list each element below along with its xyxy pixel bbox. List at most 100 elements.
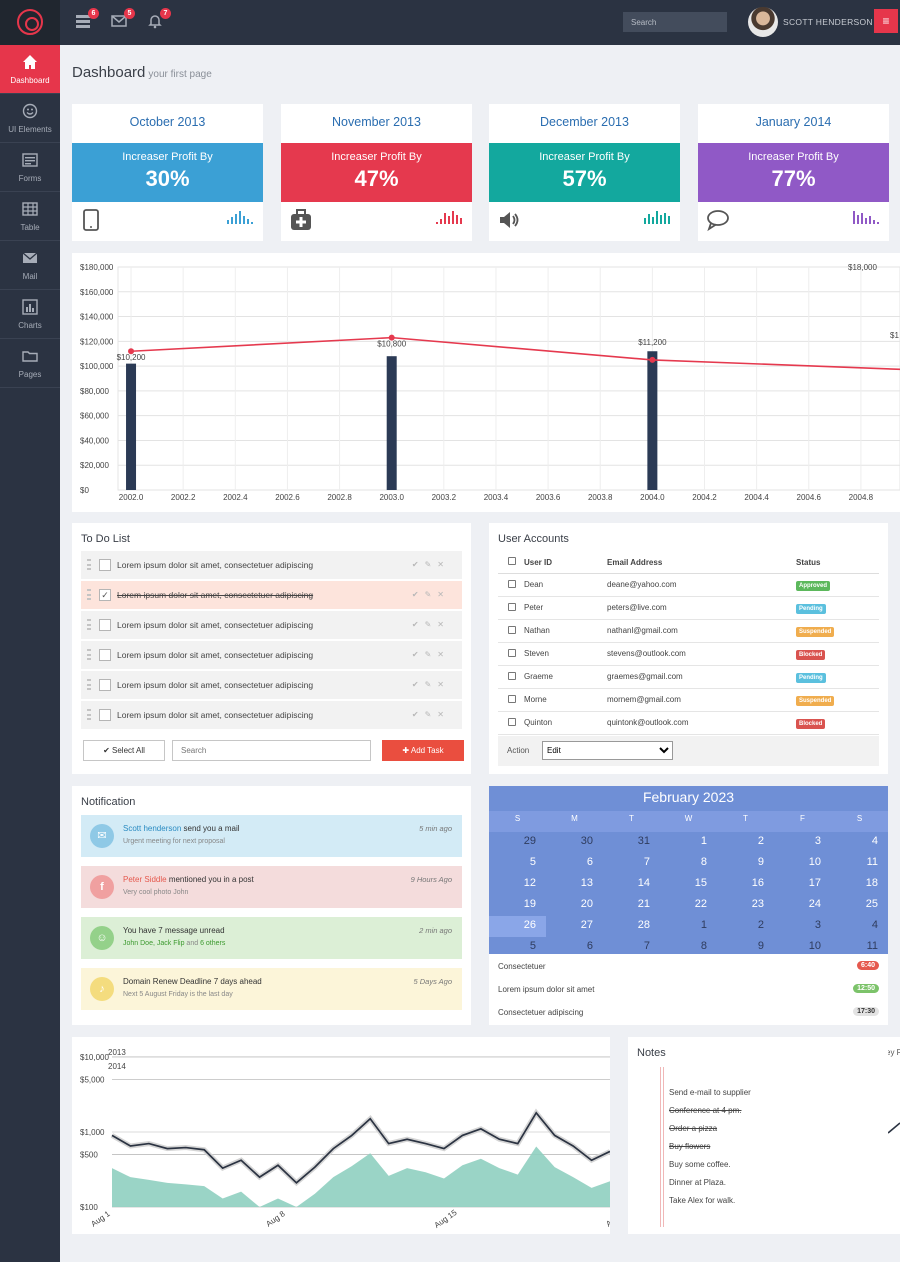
sidebar-item-dashboard[interactable]: Dashboard	[0, 45, 60, 94]
note-item[interactable]: Buy flowers	[669, 1142, 711, 1151]
sidebar-item-pages[interactable]: Pages	[0, 339, 60, 388]
drag-handle-icon[interactable]	[87, 679, 91, 690]
check-icon[interactable]: ✔	[411, 560, 425, 569]
close-icon[interactable]: ✕	[437, 560, 450, 569]
notification-item[interactable]: ☺ You have 7 message unread John Doe, Jack…	[81, 917, 462, 959]
pencil-icon[interactable]: ✎	[424, 650, 438, 659]
close-icon[interactable]: ✕	[437, 650, 450, 659]
calendar-day[interactable]: 30	[580, 835, 593, 847]
calendar-day[interactable]: 4	[871, 835, 878, 847]
calendar-day[interactable]: 24	[808, 898, 821, 910]
todo-checkbox[interactable]	[99, 619, 111, 631]
calendar-day[interactable]: 31	[637, 835, 650, 847]
note-item[interactable]: Order a pizza	[669, 1124, 718, 1133]
row-checkbox[interactable]	[508, 602, 516, 611]
calendar-day[interactable]: 1	[700, 835, 707, 847]
todo-item[interactable]: Lorem ipsum dolor sit amet, consectetuer…	[81, 701, 462, 729]
note-item[interactable]: Buy some coffee.	[669, 1160, 731, 1169]
event-item[interactable]: Consectetuer adipiscing 17:30	[498, 1007, 879, 1017]
check-icon[interactable]: ✔	[411, 650, 425, 659]
todo-search-input[interactable]	[172, 740, 371, 761]
check-icon[interactable]: ✔	[411, 680, 425, 689]
calendar-day[interactable]: 10	[808, 940, 821, 952]
check-icon[interactable]: ✔	[411, 590, 425, 599]
drag-handle-icon[interactable]	[87, 619, 91, 630]
calendar-day[interactable]: 26	[489, 916, 546, 937]
pencil-icon[interactable]: ✎	[424, 590, 438, 599]
row-checkbox[interactable]	[508, 717, 516, 726]
calendar-day[interactable]: 21	[637, 898, 650, 910]
row-checkbox[interactable]	[508, 648, 516, 657]
todo-checkbox[interactable]	[99, 649, 111, 661]
calendar-day[interactable]: 9	[757, 856, 764, 868]
row-checkbox[interactable]	[508, 694, 516, 703]
calendar-day[interactable]: 25	[865, 898, 878, 910]
mail-icon[interactable]: 5	[111, 8, 135, 33]
bell-icon[interactable]: 7	[147, 8, 171, 33]
line-point[interactable]	[649, 356, 656, 363]
pencil-icon[interactable]: ✎	[424, 560, 438, 569]
drag-handle-icon[interactable]	[87, 559, 91, 570]
pencil-icon[interactable]: ✎	[424, 680, 438, 689]
calendar-day[interactable]: 4	[871, 919, 878, 931]
todo-checkbox[interactable]: ✓	[99, 589, 111, 601]
calendar-day[interactable]: 11	[866, 856, 878, 868]
calendar-day[interactable]: 2	[757, 835, 764, 847]
calendar-day[interactable]: 8	[700, 940, 707, 952]
select-all-button[interactable]: ✔ Select All	[83, 740, 165, 761]
notification-item[interactable]: f Peter Siddle mentioned you in a post Ver…	[81, 866, 462, 908]
pencil-icon[interactable]: ✎	[424, 710, 438, 719]
calendar-day[interactable]: 18	[865, 877, 878, 889]
calendar-day[interactable]: 3	[814, 835, 821, 847]
drag-handle-icon[interactable]	[87, 649, 91, 660]
note-item[interactable]: Conference at 4 pm.	[669, 1106, 742, 1115]
calendar-day[interactable]: 7	[643, 856, 650, 868]
event-item[interactable]: Lorem ipsum dolor sit amet 12:50	[498, 984, 879, 994]
notification-link[interactable]: 6 others	[200, 940, 226, 947]
notification-sender[interactable]: Scott henderson	[123, 824, 182, 833]
notification-item[interactable]: ✉ Scott henderson send you a mail Urgent m…	[81, 815, 462, 857]
calendar-day[interactable]: 5	[529, 856, 536, 868]
todo-item[interactable]: Lorem ipsum dolor sit amet, consectetuer…	[81, 551, 462, 579]
sidebar-item-forms[interactable]: Forms	[0, 143, 60, 192]
select-all-checkbox[interactable]	[508, 557, 516, 566]
calendar-day[interactable]: 14	[637, 877, 650, 889]
global-search-input[interactable]	[623, 12, 727, 32]
notification-link[interactable]: John Doe, Jack Flip	[123, 940, 185, 947]
calendar-day[interactable]: 19	[523, 898, 536, 910]
row-checkbox[interactable]	[508, 625, 516, 634]
sidebar-item-ui-elements[interactable]: UI Elements	[0, 94, 60, 143]
calendar-day[interactable]: 17	[808, 877, 821, 889]
line-point[interactable]	[128, 348, 135, 355]
check-icon[interactable]: ✔	[411, 620, 425, 629]
calendar-day[interactable]: 20	[580, 898, 593, 910]
sidebar-item-charts[interactable]: Charts	[0, 290, 60, 339]
tasks-icon[interactable]: 6	[75, 8, 99, 33]
calendar-day[interactable]: 5	[529, 940, 536, 952]
todo-item[interactable]: Lorem ipsum dolor sit amet, consectetuer…	[81, 671, 462, 699]
calendar-day[interactable]: 3	[814, 919, 821, 931]
calendar-day[interactable]: 15	[694, 877, 707, 889]
close-icon[interactable]: ✕	[437, 680, 450, 689]
row-checkbox[interactable]	[508, 671, 516, 680]
calendar-day[interactable]: 7	[643, 940, 650, 952]
calendar-day[interactable]: 8	[700, 856, 707, 868]
add-task-button[interactable]: ✚ Add Task	[382, 740, 464, 761]
todo-checkbox[interactable]	[99, 679, 111, 691]
calendar-day[interactable]: 10	[808, 856, 821, 868]
hamburger-menu-button[interactable]: ≡	[874, 9, 898, 33]
calendar-title[interactable]: February 2023	[642, 789, 735, 805]
calendar-day[interactable]: 2	[757, 919, 764, 931]
row-checkbox[interactable]	[508, 579, 516, 588]
check-icon[interactable]: ✔	[411, 710, 425, 719]
todo-item[interactable]: ✓ Lorem ipsum dolor sit amet, consectetue…	[81, 581, 462, 609]
calendar-day[interactable]: 27	[580, 919, 593, 931]
notification-sender[interactable]: Peter Siddle	[123, 875, 167, 884]
bar[interactable]	[386, 356, 397, 490]
close-icon[interactable]: ✕	[437, 620, 450, 629]
calendar-day[interactable]: 1	[700, 919, 707, 931]
todo-checkbox[interactable]	[99, 709, 111, 721]
calendar-day[interactable]: 6	[586, 856, 593, 868]
calendar-day[interactable]: 9	[757, 940, 764, 952]
todo-item[interactable]: Lorem ipsum dolor sit amet, consectetuer…	[81, 641, 462, 669]
